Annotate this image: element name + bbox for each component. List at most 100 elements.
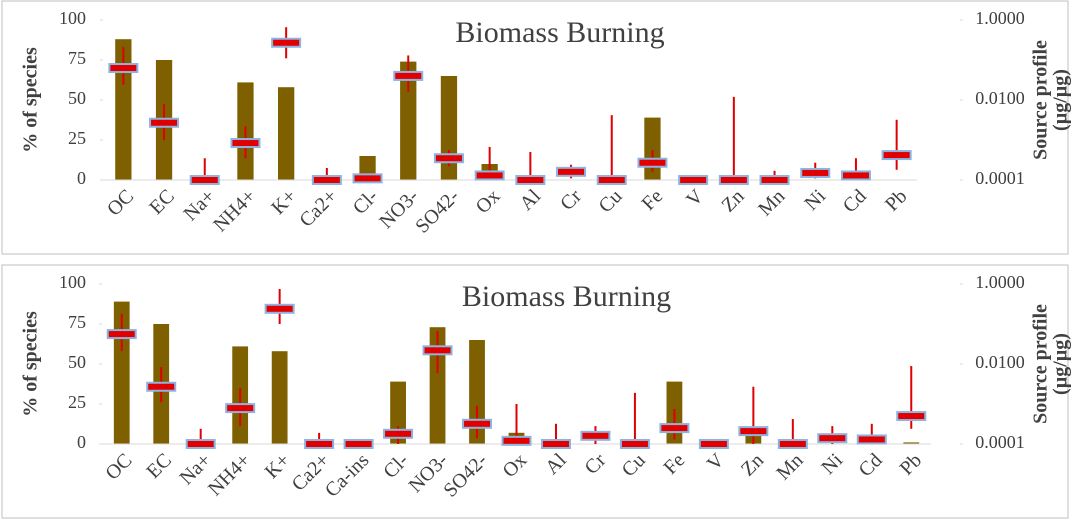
y-tick-label: 0 (77, 168, 86, 188)
y2-tick-label: 0.0100 (975, 88, 1025, 108)
x-tick-label: NH4+ (209, 185, 260, 236)
x-tick-label: Fe (638, 185, 668, 215)
bar (278, 87, 295, 180)
x-tick-label: Zn (717, 185, 748, 216)
x-tick-label: Al (541, 449, 571, 479)
x-tick-label: Mn (754, 185, 789, 220)
profile-marker (718, 175, 749, 185)
panel-border (1, 0, 1069, 255)
title-background (451, 16, 669, 52)
x-tick-label: Mn (772, 449, 807, 484)
profile-marker (422, 345, 453, 356)
profile-marker (777, 439, 808, 449)
bar (390, 381, 406, 444)
profile-marker (856, 434, 887, 445)
bar (429, 327, 446, 444)
x-tick-label: Cd (855, 449, 887, 481)
profile-marker (185, 439, 216, 449)
y2-axis-title: (µg/µg) (1050, 333, 1072, 395)
profile-marker (352, 173, 383, 184)
panel-border (1, 264, 1069, 519)
profile-marker (637, 157, 668, 168)
y-tick-label: 50 (68, 352, 86, 372)
bar (271, 351, 288, 444)
chart-title: Biomass Burning (455, 16, 664, 49)
profile-marker (817, 433, 848, 444)
x-tick-label: V (703, 449, 729, 475)
profile-marker (738, 426, 769, 437)
profile-marker (698, 439, 729, 449)
profile-marker (501, 435, 532, 446)
profile-marker (596, 175, 627, 185)
profile-marker (304, 439, 335, 449)
profile-marker (225, 403, 256, 414)
chart-panel: 0 25 50 75 100 0.0001 0.0100 1.0000 % of species… (1, 0, 1072, 255)
x-tick-label: Fe (659, 449, 689, 479)
y-tick-label: 0 (77, 432, 86, 452)
x-tick-label: Al (515, 185, 545, 215)
y2-tick-label: 1.0000 (975, 272, 1025, 292)
y-tick-label: 100 (59, 272, 86, 292)
profile-marker (462, 418, 493, 429)
bar (903, 442, 920, 444)
x-tick-label: Pb (881, 185, 911, 215)
profile-marker (108, 63, 139, 74)
profile-marker (149, 117, 180, 128)
profile-marker (515, 175, 546, 185)
y-tick-label: 75 (68, 312, 86, 332)
x-tick-label: Cu (594, 185, 626, 217)
profile-marker (311, 175, 342, 185)
chart-title: Biomass Burning (462, 280, 671, 313)
x-tick-label: Zn (737, 449, 768, 480)
y2-axis-title: Source profile (1030, 304, 1052, 424)
y-axis-title: % of species (20, 311, 42, 417)
profile-marker (540, 439, 571, 449)
title-background (457, 280, 676, 316)
profile-marker (383, 428, 414, 439)
x-tick-label: Cu (618, 449, 650, 481)
x-tick-label: Ox (498, 449, 531, 482)
bar (115, 39, 132, 181)
y2-tick-label: 0.0001 (975, 168, 1025, 188)
x-tick-label: Ca2+ (295, 185, 341, 231)
x-tick-label: EC (142, 449, 176, 483)
profile-marker (474, 170, 505, 181)
x-tick-label: OC (101, 449, 136, 484)
profile-marker (556, 166, 587, 177)
y2-axis-title: (µg/µg) (1050, 69, 1072, 131)
y2-tick-label: 0.0001 (975, 432, 1025, 452)
profile-marker (580, 430, 611, 441)
profile-marker (800, 167, 831, 178)
x-tick-label: EC (145, 185, 179, 219)
profile-marker (230, 138, 261, 149)
chart-panel: 0 25 50 75 100 0.0001 0.0100 1.0000 % of species… (1, 264, 1072, 519)
profile-marker (393, 70, 424, 81)
x-tick-label: K+ (267, 185, 301, 219)
x-tick-label: OC (103, 185, 138, 220)
profile-marker (619, 439, 650, 449)
y-tick-label: 25 (68, 392, 86, 412)
profile-marker (343, 439, 374, 449)
profile-marker (840, 170, 871, 181)
y2-tick-label: 0.0100 (975, 352, 1025, 372)
y2-tick-label: 1.0000 (975, 8, 1025, 28)
profile-marker (106, 329, 137, 340)
x-tick-label: Ox (472, 185, 505, 218)
x-tick-label: Ni (800, 185, 830, 215)
x-tick-label: Cl- (349, 185, 383, 219)
profile-marker (271, 37, 302, 48)
y-tick-label: 50 (68, 88, 86, 108)
profile-marker (264, 303, 295, 314)
bar (400, 61, 417, 180)
x-tick-label: Ca-ins (321, 449, 374, 502)
x-tick-label: SO42- (411, 185, 463, 237)
y-tick-label: 25 (68, 128, 86, 148)
x-tick-label: Cr (556, 185, 586, 215)
profile-marker (896, 411, 927, 422)
profile-marker (759, 175, 790, 185)
x-tick-label: Ni (817, 449, 847, 479)
profile-marker (678, 175, 709, 185)
x-tick-label: Pb (896, 449, 926, 479)
x-tick-label: V (682, 185, 708, 211)
